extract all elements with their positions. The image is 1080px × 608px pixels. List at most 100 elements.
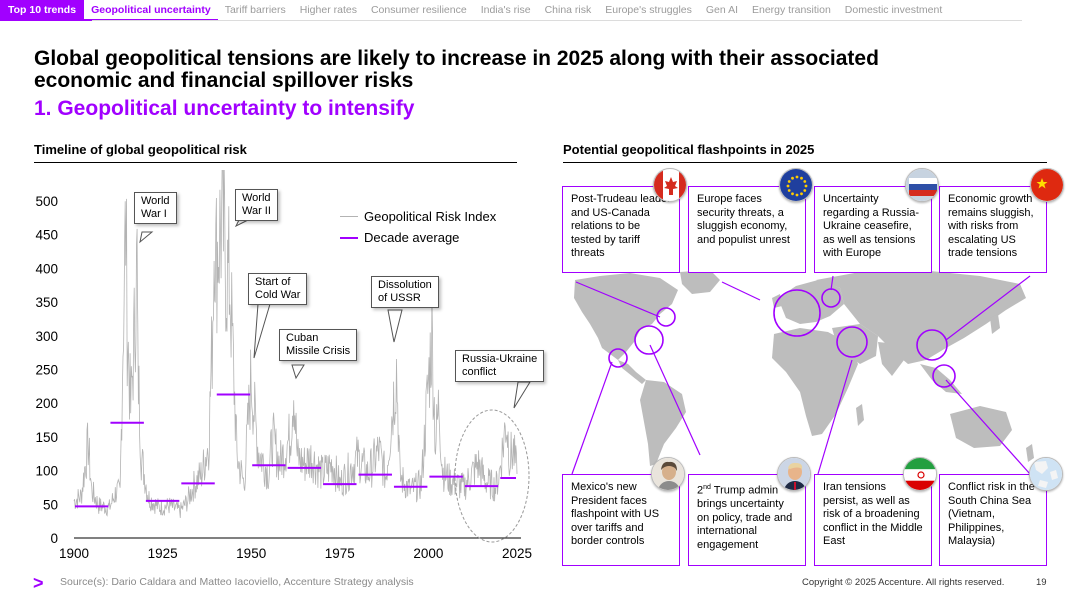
map-asia bbox=[816, 270, 1026, 364]
x-tick-label: 1950 bbox=[236, 546, 266, 561]
flashpoint-us-text: Trump admin brings uncertainty on policy… bbox=[697, 484, 793, 551]
annotation-start-cold-war: Start of Cold War bbox=[248, 273, 308, 305]
y-tick-label: 100 bbox=[35, 464, 58, 479]
annotation-pointer bbox=[387, 309, 403, 343]
highlight-middle-east bbox=[836, 326, 868, 358]
connector-scs bbox=[945, 379, 1031, 475]
flashpoint-south-china-sea: Conflict risk in the South China Sea (Vi… bbox=[939, 474, 1047, 566]
connector-canada bbox=[575, 281, 661, 318]
flashpoints-heading: Potential geopolitical flashpoints in 20… bbox=[563, 142, 815, 157]
nav-tab-domestic-investment[interactable]: Domestic investment bbox=[844, 4, 943, 16]
y-tick-label: 350 bbox=[35, 295, 58, 310]
map-japan bbox=[990, 314, 1000, 334]
x-tick-label: 1975 bbox=[325, 546, 355, 561]
gpr-index-line bbox=[73, 170, 518, 518]
page-title: Global geopolitical tensions are likely … bbox=[34, 47, 879, 92]
map-madagascar bbox=[856, 404, 864, 426]
connector-europe bbox=[721, 281, 761, 301]
nav-tab-higher-rates[interactable]: Higher rates bbox=[299, 4, 357, 16]
annotation-cuban-missile-crisis: Cuban Missile Crisis bbox=[279, 329, 358, 361]
mexico-president-portrait-icon bbox=[651, 457, 685, 491]
map-south-america bbox=[640, 380, 686, 466]
x-tick-label: 2025 bbox=[502, 546, 532, 561]
top-nav: Top 10 trends Geopolitical uncertainty T… bbox=[0, 0, 1080, 21]
map-middle-east bbox=[832, 324, 878, 364]
nav-tab-china-risk[interactable]: China risk bbox=[544, 4, 592, 16]
nav-tab-europes-struggles[interactable]: Europe's struggles bbox=[605, 4, 692, 16]
flashpoint-russia: Uncertainty regarding a Russia-Ukraine c… bbox=[814, 186, 932, 273]
map-europe bbox=[778, 280, 844, 324]
flashpoint-canada: Post-Trudeau leader and US-Canada relati… bbox=[562, 186, 680, 273]
timeline-heading: Timeline of global geopolitical risk bbox=[34, 142, 247, 157]
flashpoints-heading-rule bbox=[563, 162, 1047, 163]
flashpoint-iran: Iran tensions persist, as well as risk o… bbox=[814, 474, 932, 566]
flashpoint-mexico: Mexico's new President faces flashpoint … bbox=[562, 474, 680, 566]
china-flag-icon bbox=[1030, 168, 1064, 202]
connector-china bbox=[945, 275, 1031, 341]
highlight-canada bbox=[656, 307, 676, 327]
legend-label-gpr: Geopolitical Risk Index bbox=[364, 209, 497, 224]
world-map-landmass bbox=[574, 270, 1034, 466]
legend-swatch-decade bbox=[340, 236, 358, 239]
map-central-america bbox=[618, 360, 646, 384]
map-north-america bbox=[574, 273, 678, 360]
russia-ukraine-highlight-ellipse bbox=[454, 409, 530, 543]
chart-legend: Geopolitical Risk Index Decade average bbox=[340, 206, 496, 248]
y-tick-label: 400 bbox=[35, 261, 58, 276]
nav-tab-energy-transition[interactable]: Energy transition bbox=[752, 4, 831, 16]
x-tick-label: 1925 bbox=[148, 546, 178, 561]
connector-iran bbox=[817, 359, 853, 475]
flashpoint-us-number: 2 bbox=[697, 484, 704, 497]
timeline-heading-rule bbox=[34, 162, 517, 163]
nav-tab-tariff-barriers[interactable]: Tariff barriers bbox=[224, 4, 286, 16]
footer-copyright: Copyright © 2025 Accenture. All rights r… bbox=[802, 577, 1005, 588]
y-tick-label: 300 bbox=[35, 329, 58, 344]
nav-tab-consumer-resilience[interactable]: Consumer resilience bbox=[370, 4, 467, 16]
canada-flag-icon bbox=[653, 168, 687, 202]
eu-flag-icon bbox=[779, 168, 813, 202]
connector-mexico bbox=[571, 361, 613, 475]
highlight-mexico bbox=[608, 348, 628, 368]
annotation-pointer bbox=[139, 231, 154, 244]
flashpoint-us: 2nd Trump admin brings uncertainty on po… bbox=[688, 474, 806, 566]
annotation-world-war-2: World War II bbox=[235, 189, 278, 221]
y-tick-label: 150 bbox=[35, 430, 58, 445]
footer-page-number: 19 bbox=[1036, 577, 1047, 588]
legend-swatch-gpr bbox=[340, 216, 358, 217]
nav-tab-top-10-trends[interactable]: Top 10 trends bbox=[0, 0, 85, 21]
legend-item-decade: Decade average bbox=[340, 227, 496, 248]
y-tick-label: 450 bbox=[35, 228, 58, 243]
highlight-china bbox=[916, 329, 948, 361]
x-tick-label: 1900 bbox=[59, 546, 89, 561]
annotation-world-war-1: World War I bbox=[134, 192, 177, 224]
us-president-portrait-icon bbox=[777, 457, 811, 491]
map-india bbox=[878, 342, 904, 376]
y-tick-label: 250 bbox=[35, 363, 58, 378]
map-australia bbox=[950, 406, 1012, 448]
legend-label-decade: Decade average bbox=[364, 230, 460, 245]
annotation-pointer bbox=[291, 364, 305, 380]
legend-item-gpr: Geopolitical Risk Index bbox=[340, 206, 496, 227]
south-china-sea-map-icon bbox=[1029, 457, 1063, 491]
connector-us bbox=[649, 344, 701, 456]
highlight-us bbox=[634, 325, 664, 355]
nav-tab-indias-rise[interactable]: India's rise bbox=[480, 4, 531, 16]
y-tick-label: 500 bbox=[35, 194, 58, 209]
world-map bbox=[574, 270, 1034, 466]
iran-flag-icon bbox=[903, 457, 937, 491]
map-greenland bbox=[680, 270, 720, 294]
x-tick-label: 2000 bbox=[413, 546, 443, 561]
annotation-russia-ukraine: Russia-Ukraine conflict bbox=[455, 350, 545, 382]
map-new-zealand bbox=[1026, 444, 1034, 462]
russia-flag-icon bbox=[905, 168, 939, 202]
highlight-south-china-sea bbox=[932, 364, 956, 388]
y-tick-label: 50 bbox=[43, 497, 58, 512]
annotation-dissolution-ussr: Dissolution of USSR bbox=[371, 276, 439, 308]
footer-source: Source(s): Dario Caldara and Matteo Iaco… bbox=[60, 576, 414, 588]
nav-tab-gen-ai[interactable]: Gen AI bbox=[705, 4, 738, 16]
nav-divider bbox=[92, 20, 1022, 21]
page-subtitle: 1. Geopolitical uncertainty to intensify bbox=[34, 97, 415, 120]
flashpoint-europe: Europe faces security threats, a sluggis… bbox=[688, 186, 806, 273]
flashpoint-us-suffix: nd bbox=[703, 484, 711, 491]
